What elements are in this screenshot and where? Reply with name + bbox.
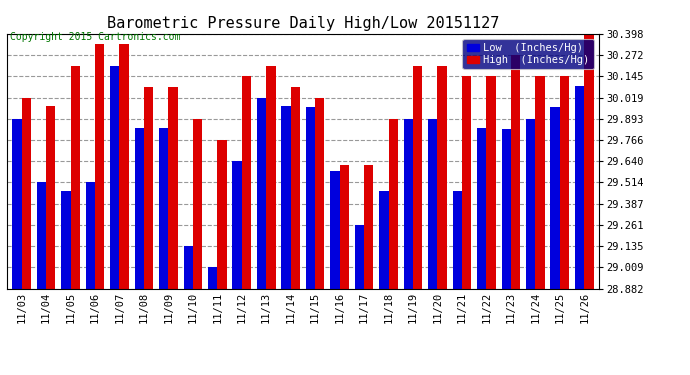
Bar <box>208 267 217 289</box>
Bar <box>217 140 226 289</box>
Bar <box>315 98 324 289</box>
Bar <box>241 76 251 289</box>
Bar <box>339 165 349 289</box>
Bar <box>86 183 95 289</box>
Bar <box>560 76 569 289</box>
Bar <box>428 119 437 289</box>
Bar <box>380 191 388 289</box>
Bar <box>21 98 31 289</box>
Bar <box>486 76 495 289</box>
Bar <box>355 225 364 289</box>
Bar <box>144 87 153 289</box>
Bar <box>119 44 129 289</box>
Bar <box>453 191 462 289</box>
Text: Copyright 2015 Cartronics.com: Copyright 2015 Cartronics.com <box>10 32 181 42</box>
Bar <box>413 66 422 289</box>
Bar <box>364 165 373 289</box>
Bar <box>584 34 593 289</box>
Bar <box>306 107 315 289</box>
Bar <box>290 87 300 289</box>
Bar <box>70 66 80 289</box>
Bar <box>551 107 560 289</box>
Bar <box>437 66 446 289</box>
Bar <box>12 119 21 289</box>
Bar <box>110 66 119 289</box>
Bar <box>193 119 202 289</box>
Bar <box>535 76 544 289</box>
Bar <box>184 246 193 289</box>
Bar <box>404 119 413 289</box>
Bar <box>135 128 144 289</box>
Bar <box>526 119 535 289</box>
Title: Barometric Pressure Daily High/Low 20151127: Barometric Pressure Daily High/Low 20151… <box>107 16 499 31</box>
Bar <box>575 86 584 289</box>
Bar <box>331 171 339 289</box>
Bar <box>502 129 511 289</box>
Bar <box>266 66 275 289</box>
Bar <box>511 55 520 289</box>
Bar <box>46 106 55 289</box>
Bar <box>95 44 104 289</box>
Bar <box>37 183 46 289</box>
Bar <box>477 128 486 289</box>
Bar <box>168 87 177 289</box>
Bar <box>257 98 266 289</box>
Bar <box>233 161 241 289</box>
Bar <box>388 119 398 289</box>
Bar <box>159 128 168 289</box>
Legend: Low  (Inches/Hg), High  (Inches/Hg): Low (Inches/Hg), High (Inches/Hg) <box>462 39 593 69</box>
Bar <box>61 191 70 289</box>
Bar <box>282 106 290 289</box>
Bar <box>462 76 471 289</box>
